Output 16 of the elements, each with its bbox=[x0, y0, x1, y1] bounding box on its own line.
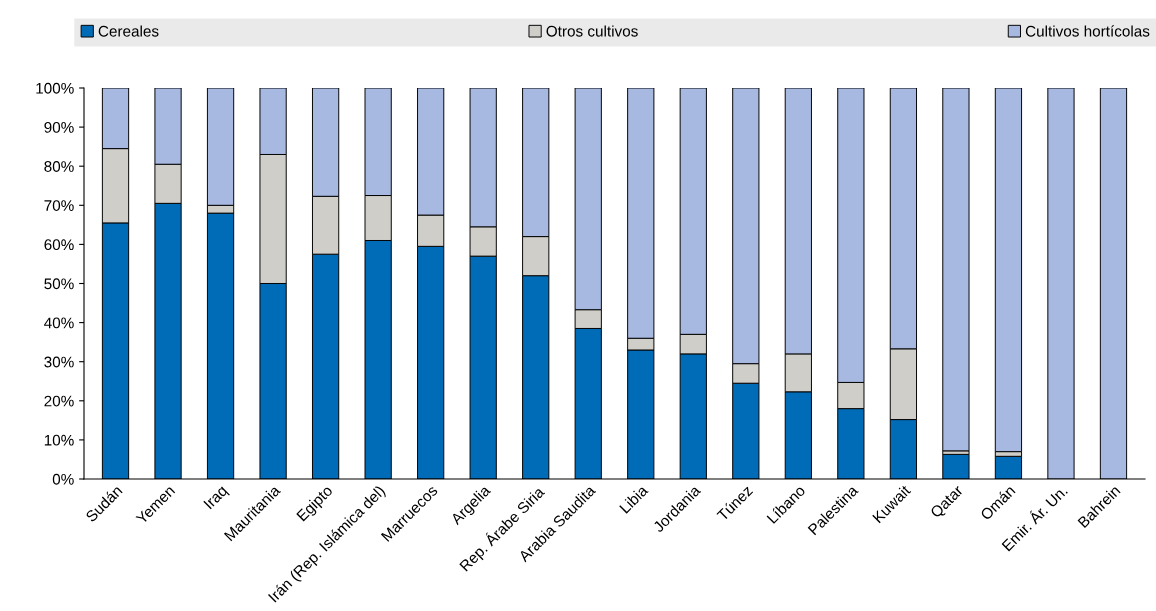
legend-label: Cereales bbox=[98, 25, 159, 37]
y-tick-label: 90% bbox=[44, 121, 74, 133]
legend-label: Otros cultivos bbox=[546, 25, 638, 37]
y-tick-label: 10% bbox=[44, 434, 74, 446]
y-tick-label: 30% bbox=[44, 356, 74, 368]
y-tick-label: 80% bbox=[44, 161, 74, 172]
y-tick-label: 40% bbox=[44, 317, 74, 329]
y-tick-label: 60% bbox=[44, 239, 74, 251]
legend-label: Cultivos hortícolas bbox=[1025, 25, 1150, 37]
bar bbox=[994, 88, 1023, 453]
y-tick-label: 50% bbox=[44, 278, 74, 290]
y-tick-label: 20% bbox=[44, 395, 74, 407]
y-tick-label: 100% bbox=[36, 82, 74, 94]
bar bbox=[942, 88, 970, 452]
y-tick-label: 70% bbox=[44, 200, 74, 211]
y-tick-label: 0% bbox=[52, 473, 74, 485]
